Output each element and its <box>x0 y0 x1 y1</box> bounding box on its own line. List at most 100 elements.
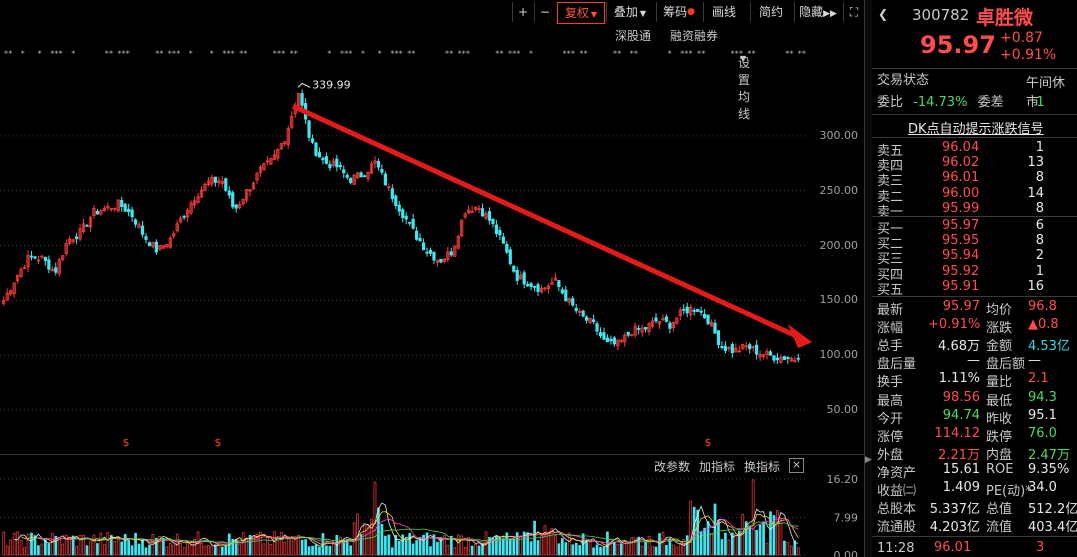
event-marker[interactable]: ⁎ <box>210 47 214 56</box>
event-marker[interactable]: ⁎ <box>277 47 281 56</box>
event-marker[interactable]: ⁎ <box>231 47 235 56</box>
dk-signal-link[interactable]: DK点自动提示涨跌信号 <box>908 122 1044 137</box>
event-marker[interactable]: ⁎ <box>243 47 247 56</box>
event-marker[interactable]: ⁎ <box>466 47 470 56</box>
event-marker[interactable]: ⁎ <box>684 47 688 56</box>
event-marker[interactable]: ⁎ <box>752 47 756 56</box>
event-marker[interactable]: ⁎ <box>54 47 58 56</box>
yincang-button[interactable]: 隐藏▶▶ <box>794 2 841 22</box>
event-marker[interactable]: ⁎ <box>798 47 802 56</box>
event-marker[interactable]: ⁎ <box>563 47 567 56</box>
event-marker[interactable]: ⁎ <box>294 47 298 56</box>
event-marker[interactable]: ⁎ <box>747 47 751 56</box>
event-marker[interactable]: ⁎ <box>739 47 743 56</box>
resize-handle[interactable]: ▶ <box>865 0 872 557</box>
event-marker[interactable]: ⁎ <box>126 47 130 56</box>
add-indicator-button[interactable]: 加指标 <box>699 460 736 474</box>
event-marker[interactable]: ⁎ <box>529 47 533 56</box>
event-marker[interactable]: ⁎ <box>802 47 806 56</box>
event-marker[interactable]: ⁎ <box>168 47 172 56</box>
event-marker[interactable]: ⁎ <box>122 47 126 56</box>
event-marker[interactable]: ⁎ <box>281 47 285 56</box>
event-marker[interactable]: ⁎ <box>117 47 121 56</box>
event-marker[interactable]: ⁎ <box>340 47 344 56</box>
event-marker[interactable]: ⁎ <box>378 47 382 56</box>
close-icon[interactable]: × <box>789 458 804 473</box>
event-marker[interactable]: ⁎ <box>579 47 583 56</box>
event-marker[interactable]: ⁎ <box>176 47 180 56</box>
zoom-out-button[interactable]: − <box>534 2 555 22</box>
jianyue-button[interactable]: 简约 <box>750 2 791 22</box>
event-marker[interactable]: ⁎ <box>567 47 571 56</box>
event-marker[interactable]: ⁎ <box>668 47 672 56</box>
event-marker[interactable]: ⁎ <box>71 47 75 56</box>
event-marker[interactable]: ⁎ <box>227 47 231 56</box>
event-marker[interactable]: ⁎ <box>222 47 226 56</box>
zoom-in-button[interactable]: + <box>512 2 533 22</box>
event-marker[interactable]: ⁎ <box>290 47 294 56</box>
event-marker[interactable]: ⁎ <box>634 47 638 56</box>
event-marker[interactable]: ⁎ <box>449 47 453 56</box>
huaxian-button[interactable]: 画线 <box>703 2 744 22</box>
event-marker[interactable]: ⁎ <box>8 47 12 56</box>
event-marker[interactable]: ⁎ <box>731 47 735 56</box>
event-marker[interactable]: ⁎ <box>395 47 399 56</box>
dividend-marker[interactable]: $ <box>215 436 222 449</box>
change-params-button[interactable]: 改参数 <box>654 460 691 474</box>
event-marker[interactable]: ⁎ <box>584 47 588 56</box>
event-marker[interactable]: ⁎ <box>785 47 789 56</box>
collapse-arrow-icon[interactable]: ▶ <box>865 455 872 465</box>
swap-indicator-button[interactable]: 换指标 <box>744 460 781 474</box>
event-marker[interactable]: ⁎ <box>361 47 365 56</box>
event-marker[interactable]: ⁎ <box>273 47 277 56</box>
event-marker[interactable]: ⁎ <box>38 47 42 56</box>
event-marker[interactable]: ⁎ <box>4 47 8 56</box>
event-marker[interactable]: ⁎ <box>697 47 701 56</box>
kline-chart[interactable]: ⁎ ⁎ ⁎ ⁎ ⁎ ⁎ ⁎ ⁎ ⁎ ⁎ ⁎ ⁎ ⁎ ⁎ ⁎ ⁎ ⁎ ⁎ ⁎ ⁎ ⁎ ⁎ ⁎ ⁎ ⁎ ⁎ ⁎ ⁎ ⁎ ⁎ ⁎ ⁎ ⁎ ⁎ ⁎ ⁎ ⁎ ⁎ ⁎ ⁎… <box>0 42 864 454</box>
fuquan-dropdown[interactable]: 复权 ▼ <box>557 2 605 24</box>
event-marker[interactable]: ⁎ <box>344 47 348 56</box>
dividend-marker[interactable]: $ <box>705 436 712 449</box>
event-marker[interactable]: ⁎ <box>50 47 54 56</box>
event-marker[interactable]: ⁎ <box>399 47 403 56</box>
rongzi-link[interactable]: 融资融券 <box>670 29 719 43</box>
event-marker[interactable]: ⁎ <box>617 47 621 56</box>
event-marker[interactable]: ⁎ <box>21 47 25 56</box>
event-marker[interactable]: ⁎ <box>689 47 693 56</box>
event-marker[interactable]: ⁎ <box>458 47 462 56</box>
event-marker[interactable]: ⁎ <box>630 47 634 56</box>
event-marker[interactable]: ⁎ <box>411 47 415 56</box>
fullscreen-icon[interactable]: ⛶ <box>843 2 864 22</box>
back-arrow-icon[interactable]: ❮ <box>878 7 889 21</box>
event-marker[interactable]: ⁎ <box>109 47 113 56</box>
event-marker[interactable]: ⁎ <box>239 47 243 56</box>
event-marker[interactable]: ⁎ <box>105 47 109 56</box>
event-marker[interactable]: ⁎ <box>445 47 449 56</box>
event-marker[interactable]: ⁎ <box>327 47 331 56</box>
dividend-marker[interactable]: $ <box>123 436 130 449</box>
event-marker[interactable]: ⁎ <box>701 47 705 56</box>
event-marker[interactable]: ⁎ <box>500 47 504 56</box>
event-marker[interactable]: ⁎ <box>789 47 793 56</box>
event-marker[interactable]: ⁎ <box>508 47 512 56</box>
event-marker[interactable]: ⁎ <box>348 47 352 56</box>
event-marker[interactable]: ⁎ <box>680 47 684 56</box>
diejia-dropdown[interactable]: 叠加 ▼ <box>606 2 653 22</box>
event-marker[interactable]: ⁎ <box>407 47 411 56</box>
event-marker[interactable]: ⁎ <box>172 47 176 56</box>
event-marker[interactable]: ⁎ <box>189 47 193 56</box>
volume-chart[interactable]: 16.20 7.99 0.00 <box>0 455 864 557</box>
event-marker[interactable]: ⁎ <box>390 47 394 56</box>
event-marker[interactable]: ⁎ <box>735 47 739 56</box>
event-marker[interactable]: ⁎ <box>59 47 63 56</box>
chouma-button[interactable]: 筹码● <box>656 2 701 22</box>
shengutong-link[interactable]: 深股通 <box>615 29 652 43</box>
event-marker[interactable]: ⁎ <box>159 47 163 56</box>
event-marker[interactable]: ⁎ <box>571 47 575 56</box>
event-marker[interactable]: ⁎ <box>516 47 520 56</box>
event-marker[interactable]: ⁎ <box>512 47 516 56</box>
event-marker[interactable]: ⁎ <box>613 47 617 56</box>
event-marker[interactable]: ⁎ <box>462 47 466 56</box>
event-marker[interactable]: ⁎ <box>495 47 499 56</box>
event-marker[interactable]: ⁎ <box>155 47 159 56</box>
